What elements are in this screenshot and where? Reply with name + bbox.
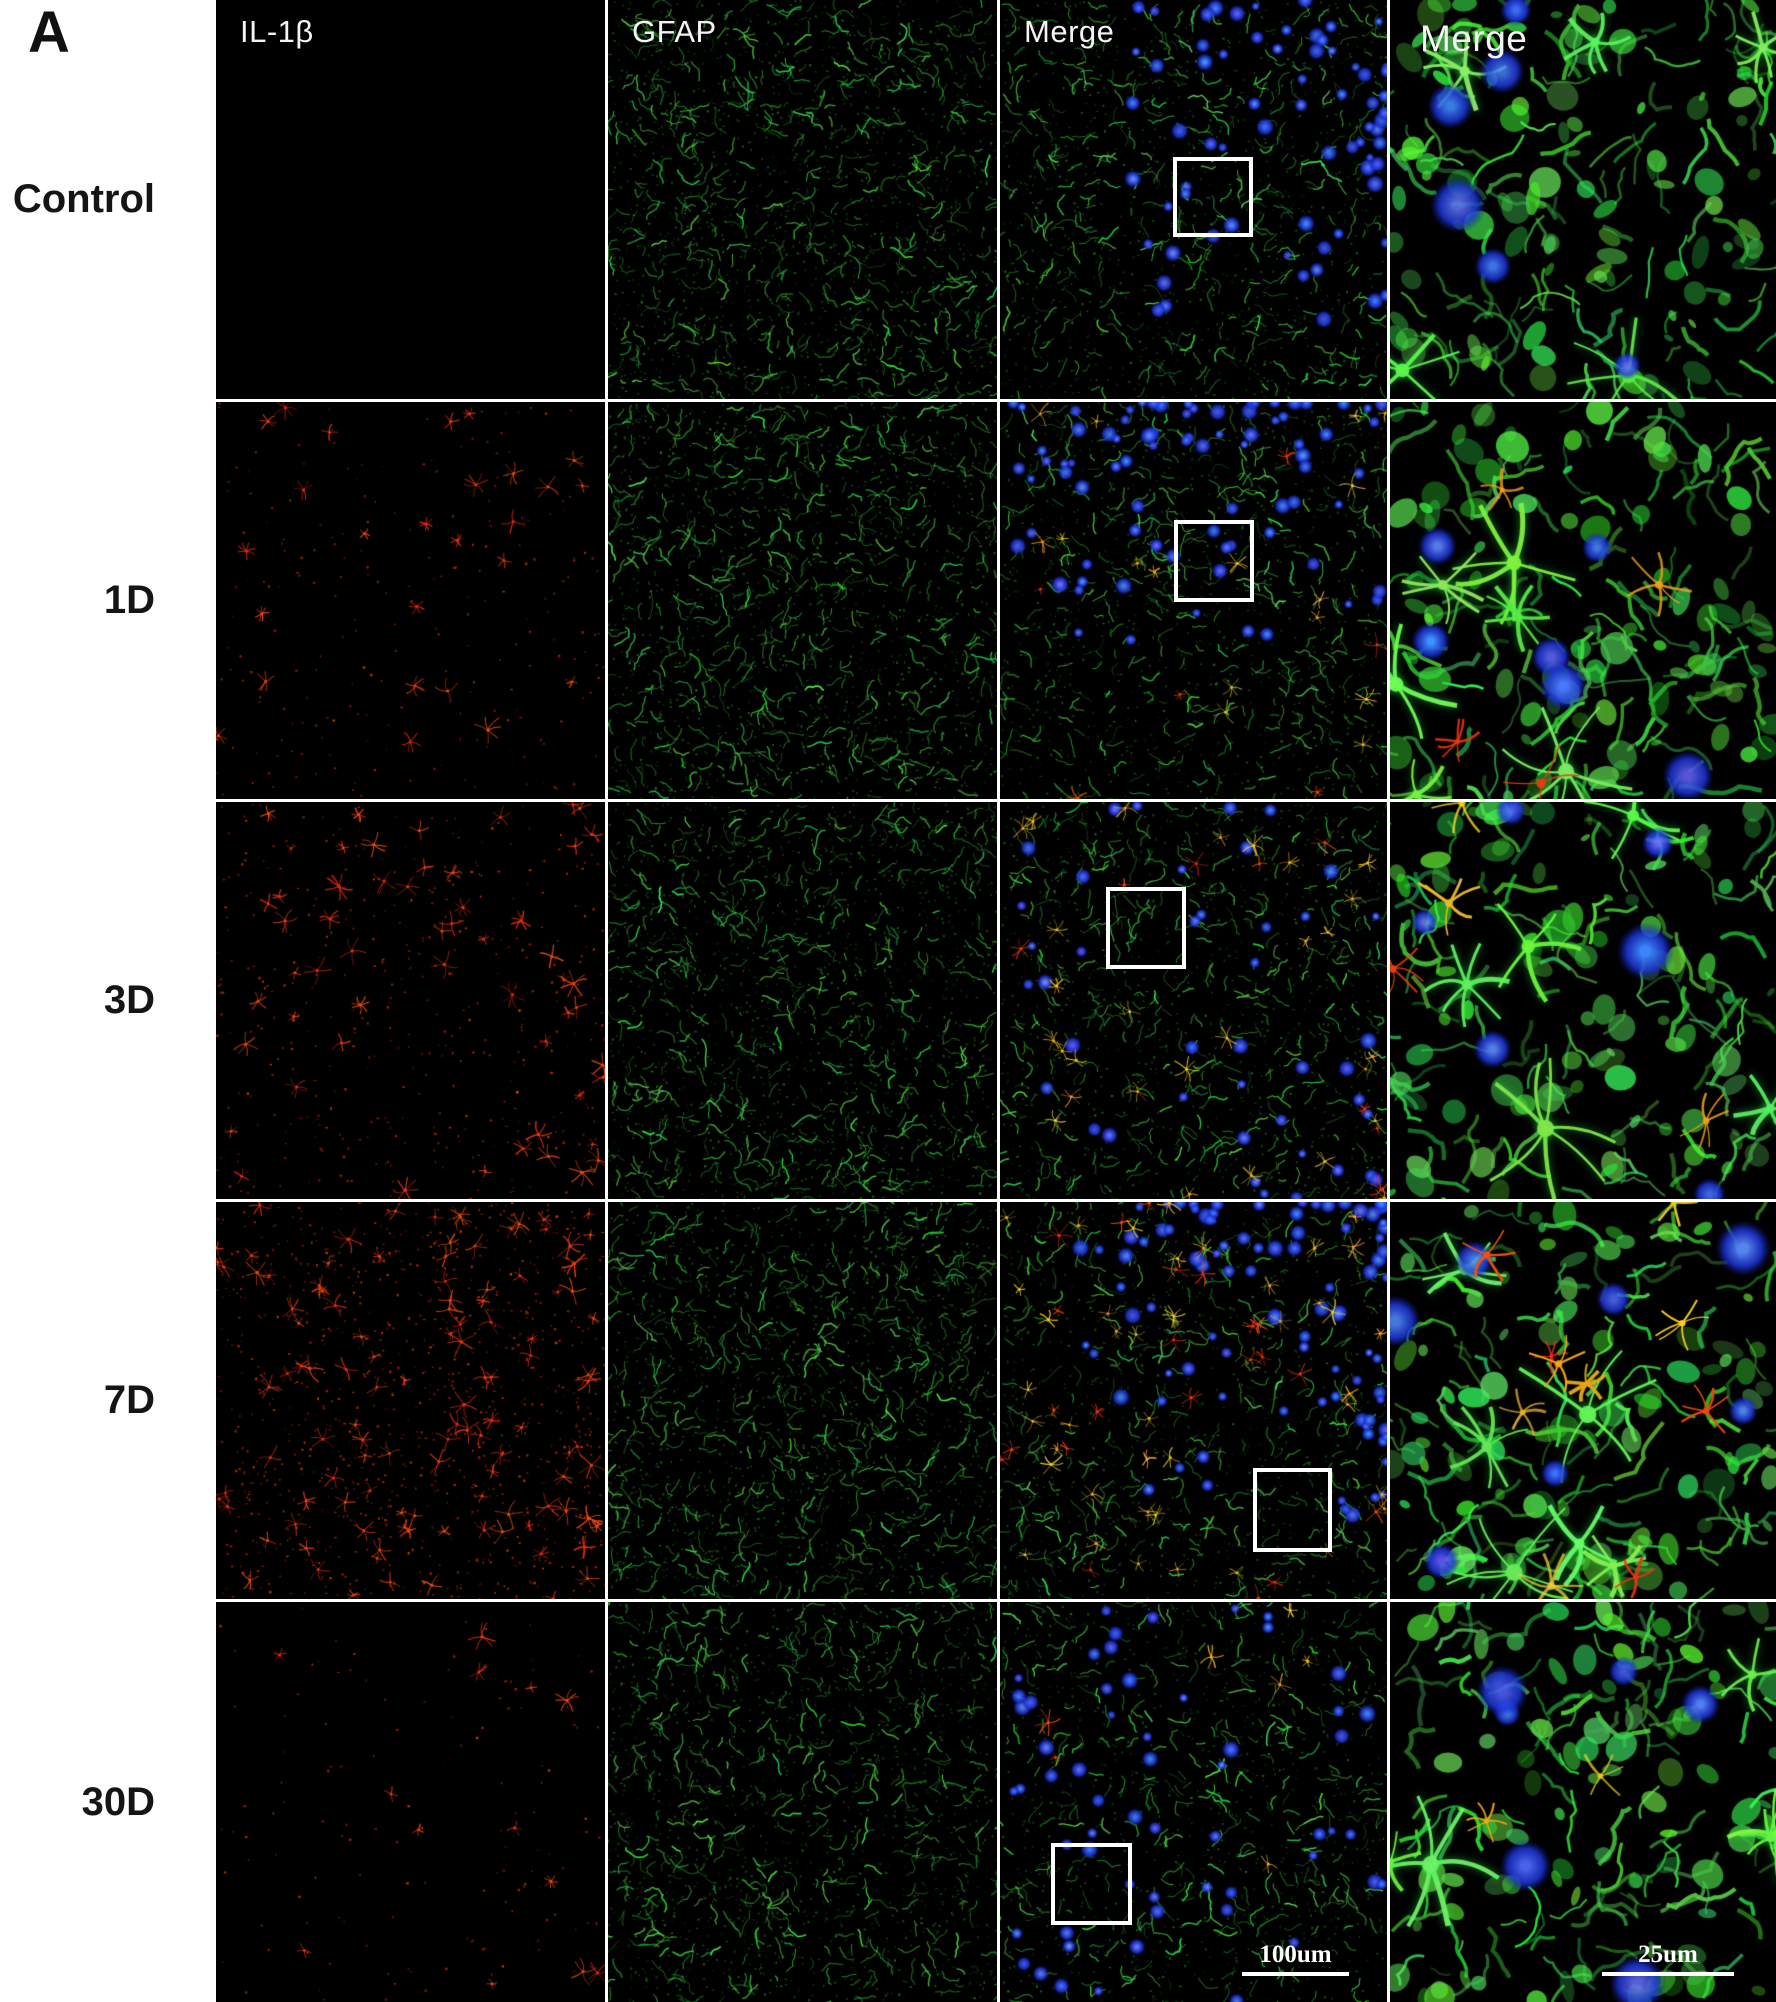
inset-box-control (1173, 157, 1253, 237)
panel-30d-il1b (216, 1602, 605, 2002)
micrograph-control-il1b (216, 0, 605, 399)
panel-control-il1b: IL-1β (216, 0, 605, 399)
panel-control-merge-zoom: Merge (1390, 0, 1776, 399)
micrograph-7d-il1b (216, 1202, 605, 1599)
row-label-3d: 3D (103, 978, 155, 1022)
micrograph-30d-gfap (608, 1602, 997, 2002)
micrograph-30d-il1b (216, 1602, 605, 2002)
panel-7d-il1b (216, 1202, 605, 1599)
row-label-7d: 7D (103, 1378, 155, 1422)
micrograph-3d-gfap (608, 802, 997, 1199)
figure-label: A (28, 0, 70, 65)
column-header-merge: Merge (1024, 14, 1115, 49)
panel-7d-merge-zoom (1390, 1202, 1776, 1599)
micrograph-1d-merge-zoom (1390, 402, 1776, 799)
panel-3d-gfap (608, 802, 997, 1199)
inset-box-1d (1174, 520, 1254, 602)
micrograph-3d-merge-zoom (1390, 802, 1776, 1199)
row-label-cell-1d: 1D (0, 402, 213, 799)
scale-bar-100um-line (1242, 1972, 1349, 1976)
scale-bar-25um-line (1602, 1972, 1734, 1976)
micrograph-control-merge-zoom (1390, 0, 1776, 399)
micrograph-1d-gfap (608, 402, 997, 799)
column-header-merge-zoom: Merge (1420, 18, 1528, 59)
inset-box-7d (1253, 1468, 1332, 1552)
micrograph-control-gfap (608, 0, 997, 399)
row-label-30d: 30D (81, 1779, 155, 1824)
micrograph-3d-merge (1000, 802, 1387, 1199)
scale-bar-25um-label: 25um (1638, 1941, 1698, 1968)
panel-3d-merge (1000, 802, 1387, 1199)
panel-1d-il1b (216, 402, 605, 799)
scale-bar-25um: 25um (1602, 1941, 1734, 1976)
micrograph-7d-merge (1000, 1202, 1387, 1599)
column-header-il1b: IL-1β (240, 14, 314, 49)
micrograph-30d-merge-zoom (1390, 1602, 1776, 2002)
micrograph-1d-il1b (216, 402, 605, 799)
panel-3d-merge-zoom (1390, 802, 1776, 1199)
panel-7d-merge (1000, 1202, 1387, 1599)
panel-1d-merge (1000, 402, 1387, 799)
scale-bar-100um-label: 100um (1259, 1941, 1332, 1968)
micrograph-30d-merge (1000, 1602, 1387, 2002)
row-label-control: Control (12, 177, 155, 221)
row-label-cell-30d: 30D (0, 1602, 213, 2002)
row-label-1d: 1D (103, 578, 155, 622)
row-label-cell-control: Control (0, 0, 213, 399)
column-header-gfap: GFAP (632, 14, 717, 49)
row-label-cell-7d: 7D (0, 1202, 213, 1599)
panel-30d-merge: 100um (1000, 1602, 1387, 2002)
row-label-cell-3d: 3D (0, 802, 213, 1199)
inset-box-3d (1106, 887, 1186, 969)
scale-bar-100um: 100um (1242, 1941, 1349, 1976)
micrograph-3d-il1b (216, 802, 605, 1199)
panel-1d-gfap (608, 402, 997, 799)
panel-30d-merge-zoom: 25um (1390, 1602, 1776, 2002)
panel-control-merge: Merge (1000, 0, 1387, 399)
micrograph-7d-merge-zoom (1390, 1202, 1776, 1599)
panel-1d-merge-zoom (1390, 402, 1776, 799)
panel-3d-il1b (216, 802, 605, 1199)
micrograph-7d-gfap (608, 1202, 997, 1599)
panel-control-gfap: GFAP (608, 0, 997, 399)
micrograph-control-merge (1000, 0, 1387, 399)
inset-box-30d (1051, 1843, 1132, 1925)
panel-30d-gfap (608, 1602, 997, 2002)
panel-7d-gfap (608, 1202, 997, 1599)
